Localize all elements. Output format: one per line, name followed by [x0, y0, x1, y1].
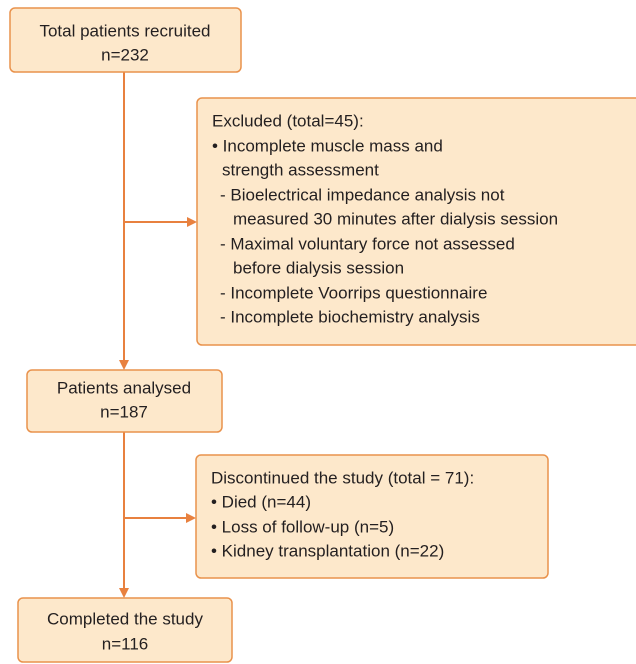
node-text: Excluded (total=45):	[212, 111, 364, 130]
node-text: Total patients recruited	[39, 21, 210, 40]
node-text: • Incomplete muscle mass and	[212, 136, 443, 155]
node-text: Patients analysed	[57, 378, 191, 397]
node-text: • Loss of follow-up (n=5)	[211, 517, 394, 536]
node-box	[17, 597, 233, 663]
node-text: Completed the study	[47, 609, 203, 628]
node-box	[26, 369, 223, 433]
node-box	[196, 97, 636, 346]
node-text: - Maximal voluntary force not assessed	[220, 234, 515, 253]
arrowhead	[186, 513, 196, 523]
node-box	[195, 454, 549, 579]
arrowhead	[119, 360, 129, 370]
node-text: - Bioelectrical impedance analysis not	[220, 185, 505, 204]
node-box	[9, 7, 242, 73]
arrowhead	[187, 217, 197, 227]
node-text: - Incomplete biochemistry analysis	[220, 307, 480, 326]
arrowhead	[119, 588, 129, 598]
node-text: measured 30 minutes after dialysis sessi…	[233, 209, 558, 228]
node-text: strength assessment	[222, 160, 379, 179]
node-text: before dialysis session	[233, 258, 404, 277]
node-text: Discontinued the study (total = 71):	[211, 468, 474, 487]
node-text: - Incomplete Voorrips questionnaire	[220, 283, 487, 302]
node-text: n=187	[100, 402, 148, 421]
node-text: • Died (n=44)	[211, 492, 311, 511]
node-text: • Kidney transplantation (n=22)	[211, 541, 444, 560]
node-text: n=116	[102, 634, 148, 653]
node-text: n=232	[101, 45, 149, 64]
